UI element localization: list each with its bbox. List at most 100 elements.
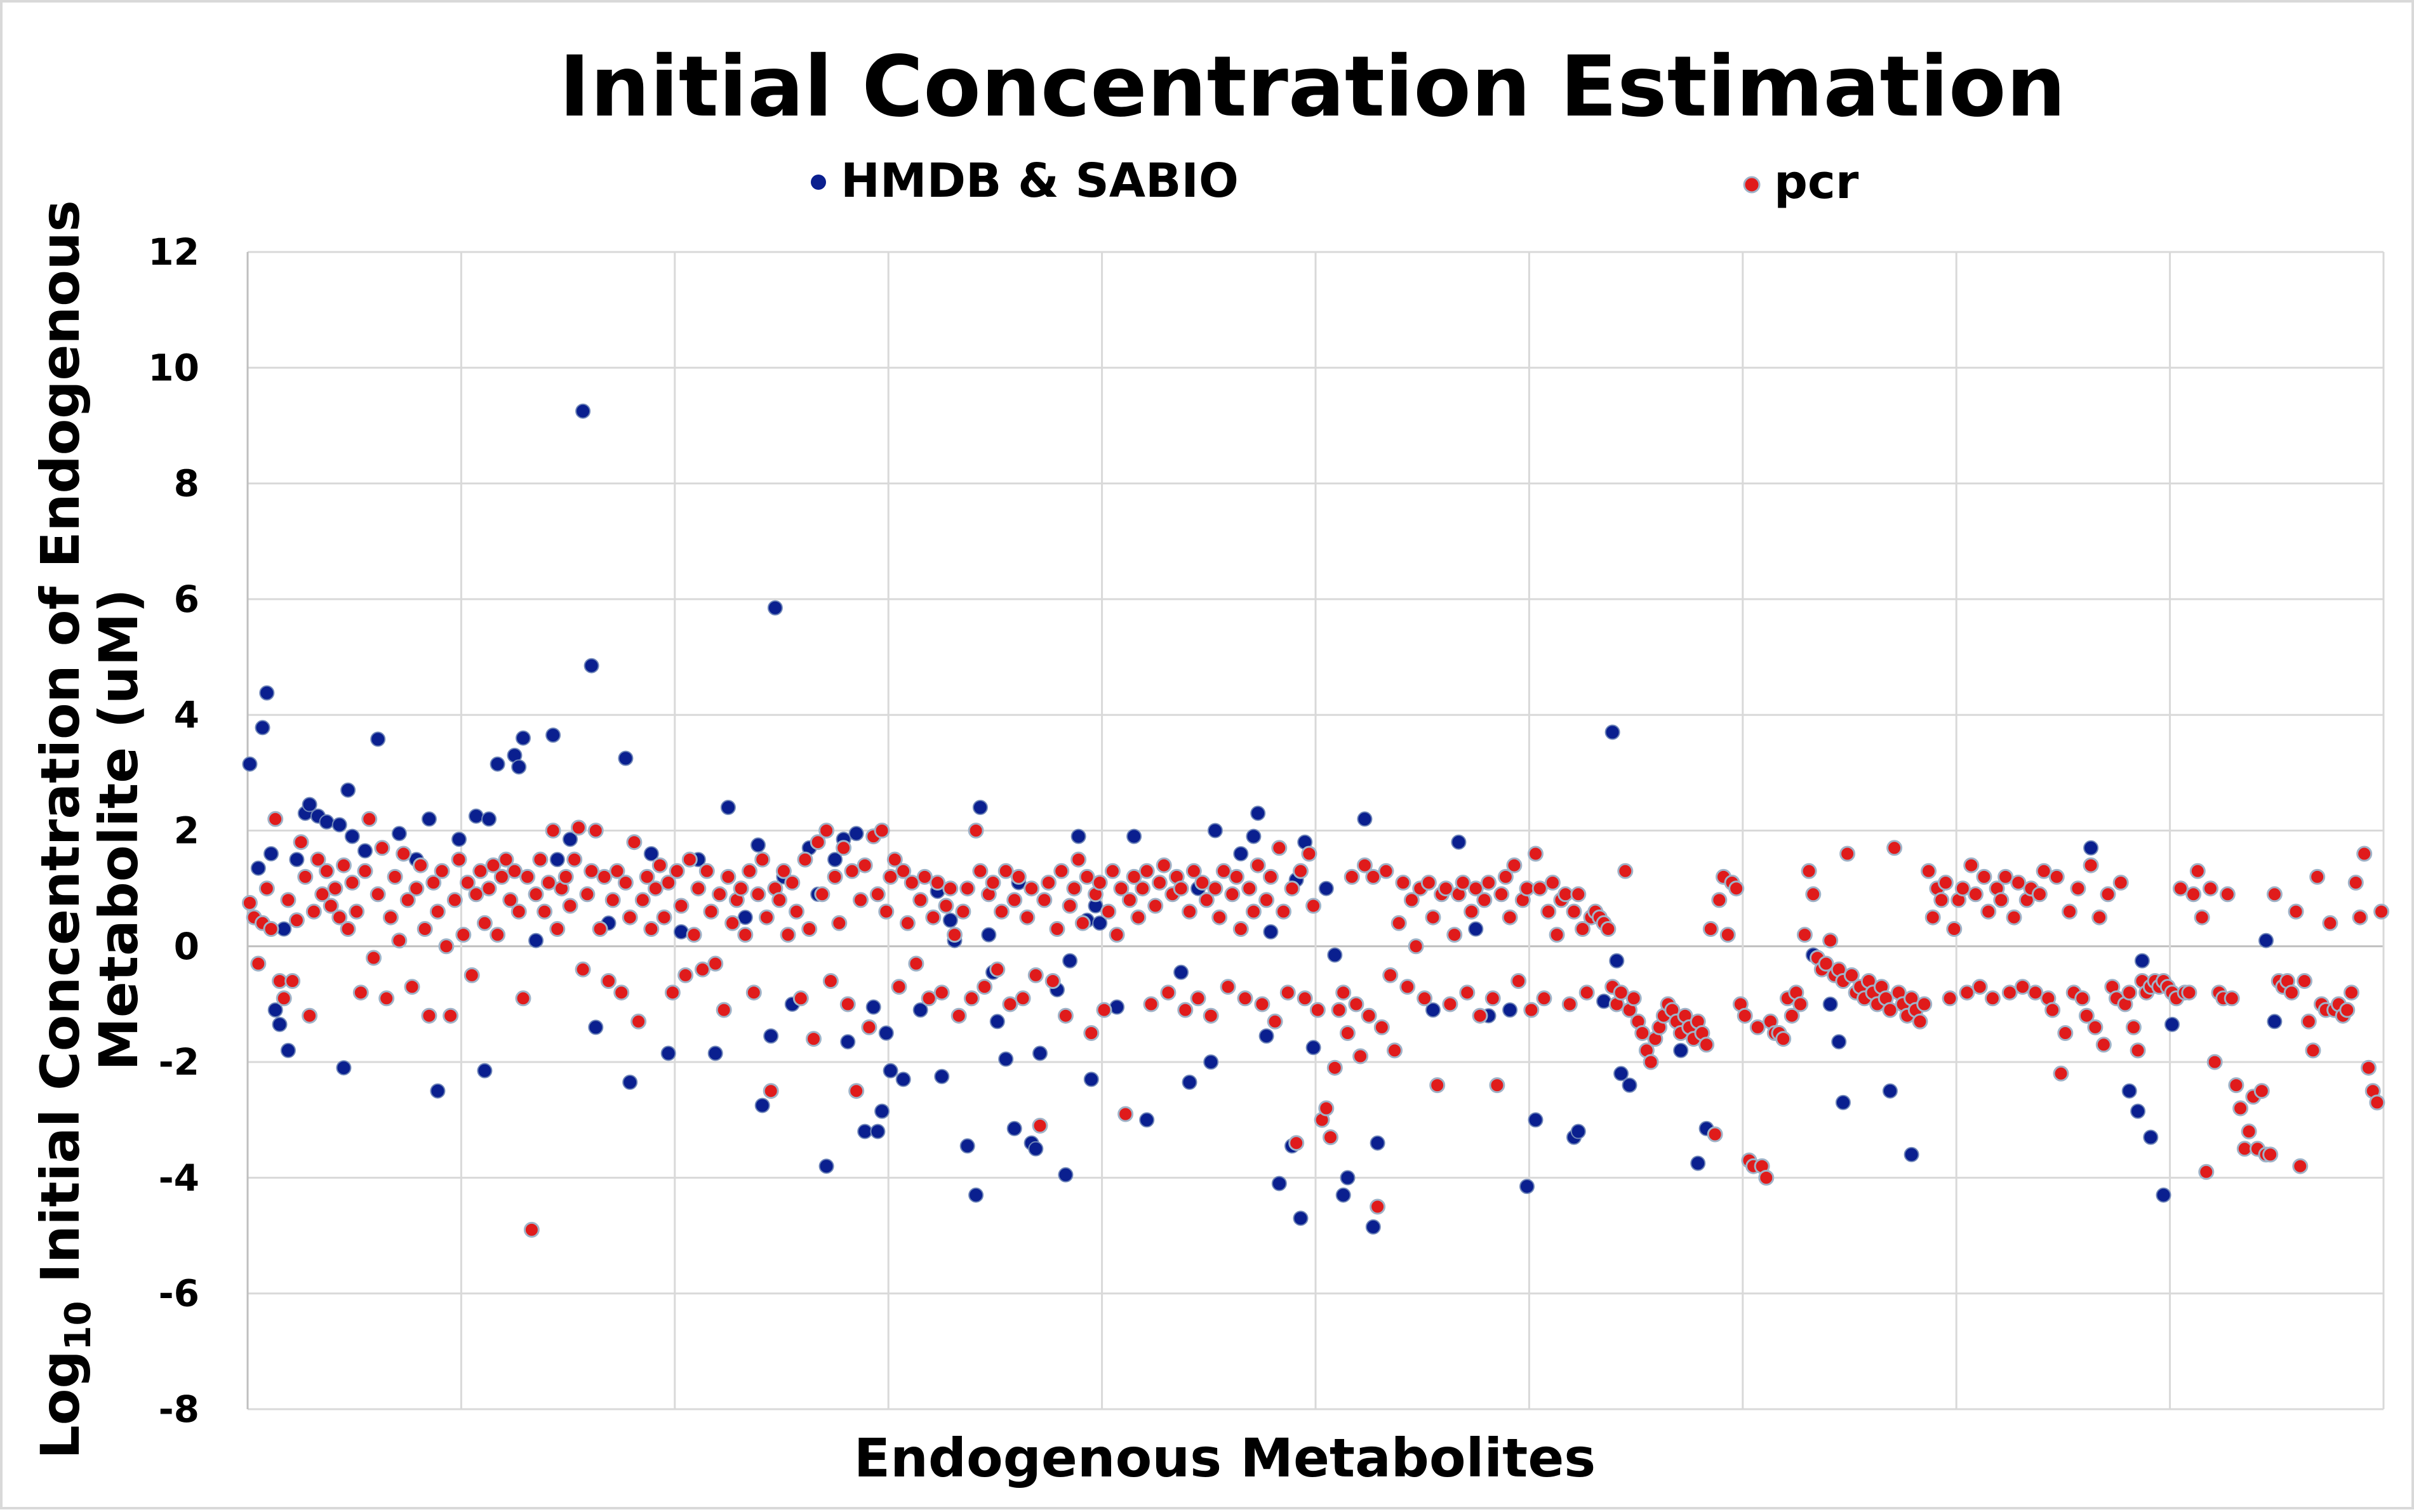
pcr-point <box>1749 1019 1766 1035</box>
hmdb-point <box>391 826 407 842</box>
pcr-point <box>1984 990 2001 1007</box>
pcr-point <box>451 851 467 868</box>
pcr-point <box>323 898 339 914</box>
pcr-point <box>908 955 924 972</box>
hmdb-point <box>1604 724 1620 740</box>
pcr-point <box>724 915 741 931</box>
pcr-point <box>874 823 890 839</box>
pcr-point <box>1617 863 1634 879</box>
pcr-point <box>331 909 348 925</box>
pcr-point <box>455 927 472 943</box>
hmdb-point <box>989 1014 1005 1030</box>
pcr-point <box>2125 1019 2142 1035</box>
pcr-point <box>759 909 775 925</box>
pcr-point <box>994 903 1010 920</box>
hmdb-point <box>468 808 484 824</box>
hmdb-point <box>1182 1075 1197 1090</box>
pcr-point <box>1356 857 1373 873</box>
legend-marker-pcr <box>1743 176 1761 194</box>
pcr-point <box>681 851 698 868</box>
pcr-point <box>443 1007 459 1024</box>
pcr-point <box>1993 892 2010 908</box>
pcr-point <box>2369 1094 2385 1111</box>
hmdb-point <box>981 927 997 943</box>
y-axis-title-main: Initial Concentration of Endogenous <box>29 200 91 1283</box>
pcr-point <box>2224 990 2240 1007</box>
pcr-point <box>1711 892 1728 908</box>
pcr-point <box>1997 868 2014 885</box>
pcr-point <box>490 927 506 943</box>
pcr-point <box>754 851 771 868</box>
pcr-point <box>900 915 916 931</box>
y-tick-label: -4 <box>159 1156 199 1199</box>
pcr-point <box>1387 1042 1403 1059</box>
pcr-point <box>1921 863 1937 879</box>
pcr-point <box>1344 868 1360 885</box>
hmdb-point <box>912 1002 928 1018</box>
hmdb-point <box>563 832 578 847</box>
pcr-point <box>2198 1164 2215 1180</box>
hmdb-point <box>1126 828 1142 844</box>
hmdb-point <box>263 846 279 861</box>
pcr-point <box>1497 868 1514 885</box>
pcr-point <box>1276 903 1291 920</box>
hmdb-point <box>280 1042 296 1058</box>
hmdb-point <box>1032 1045 1048 1061</box>
pcr-point <box>2352 909 2368 925</box>
pcr-point <box>1399 979 1416 995</box>
pcr-point <box>1117 1106 1134 1122</box>
pcr-point <box>895 863 912 879</box>
pcr-point <box>1044 973 1061 989</box>
pcr-point <box>1032 1117 1048 1134</box>
y-tick-label: 4 <box>174 693 199 736</box>
hmdb-point <box>707 1045 723 1061</box>
hmdb-point <box>481 811 497 827</box>
pcr-point <box>1937 875 1954 891</box>
hmdb-point <box>588 1019 604 1035</box>
pcr-point <box>1211 909 1228 925</box>
pcr-point <box>972 863 989 879</box>
pcr-point <box>2322 915 2338 931</box>
pcr-point <box>648 880 664 897</box>
pcr-point <box>258 880 275 897</box>
hmdb-point <box>1263 924 1279 939</box>
hmdb-point <box>2134 953 2150 969</box>
pcr-point <box>523 1221 540 1238</box>
pcr-point <box>1224 886 1241 903</box>
pcr-point <box>698 863 715 879</box>
pcr-point <box>1843 967 1860 983</box>
pcr-point <box>1493 886 1510 903</box>
pcr-point <box>2130 1042 2146 1059</box>
pcr-point <box>2087 1019 2104 1035</box>
hmdb-point <box>1109 999 1125 1015</box>
pcr-point <box>1758 1169 1775 1186</box>
pcr-point <box>498 851 514 868</box>
pcr-point <box>2347 875 2364 891</box>
pcr-point <box>1370 1198 1386 1215</box>
hmdb-point <box>344 828 360 844</box>
pcr-point <box>660 875 677 891</box>
hmdb-point <box>1596 993 1612 1009</box>
pcr-point <box>1041 875 1057 891</box>
hmdb-point <box>895 1071 911 1087</box>
hmdb-point <box>643 846 659 861</box>
pcr-point <box>2373 903 2390 920</box>
pcr-point <box>2339 1002 2356 1018</box>
pcr-point <box>562 898 578 914</box>
pcr-point <box>622 909 638 925</box>
pcr-point <box>938 898 954 914</box>
pcr-point <box>1882 1002 1898 1018</box>
pcr-point <box>883 868 899 885</box>
pcr-point <box>1378 863 1394 879</box>
pcr-point <box>1408 938 1424 955</box>
hmdb-point <box>1327 947 1343 963</box>
pcr-point <box>1523 1002 1540 1018</box>
hmdb-point <box>998 1051 1014 1067</box>
pcr-point <box>425 875 442 891</box>
pcr-point <box>1954 880 1971 897</box>
pcr-point <box>1643 1054 1659 1070</box>
pcr-point <box>327 880 343 897</box>
pcr-point <box>2181 985 2197 1001</box>
hmdb-point <box>331 817 347 833</box>
hmdb-point <box>1622 1077 1637 1093</box>
